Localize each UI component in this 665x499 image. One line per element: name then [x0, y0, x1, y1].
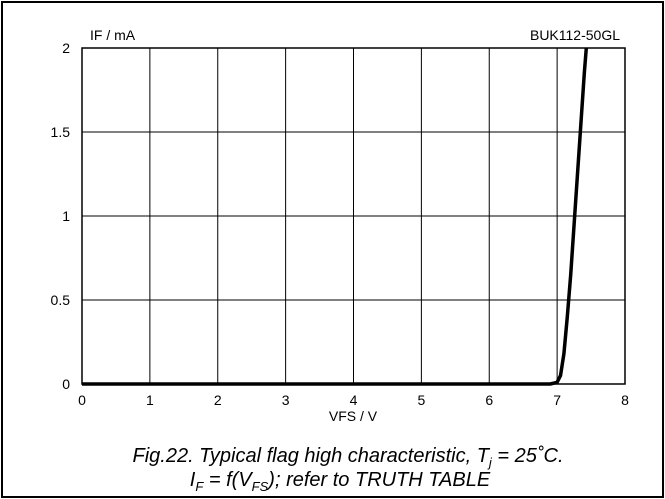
- x-tick-label: 1: [146, 392, 154, 408]
- y-tick-label: 1.5: [51, 124, 71, 140]
- x-tick-label: 2: [214, 392, 222, 408]
- y-axis-label: IF / mA: [90, 27, 136, 43]
- figure-caption-line2: IF = f(VFS); refer to TRUTH TABLE: [190, 469, 491, 494]
- x-tick-label: 0: [78, 392, 86, 408]
- x-tick-label: 5: [417, 392, 425, 408]
- x-tick-label: 6: [485, 392, 493, 408]
- y-tick-label: 0.5: [51, 292, 71, 308]
- y-tick-label: 1: [62, 208, 70, 224]
- x-axis-ticks: 0 1 2 3 4 5 6 7 8: [78, 392, 629, 408]
- y-tick-label: 2: [62, 40, 70, 56]
- x-tick-label: 7: [553, 392, 561, 408]
- y-tick-label: 0: [62, 376, 70, 392]
- x-tick-label: 8: [621, 392, 629, 408]
- device-tag: BUK112-50GL: [530, 27, 620, 43]
- chart-grid: [82, 48, 625, 384]
- y-axis-ticks: 0 0.5 1 1.5 2: [51, 40, 71, 392]
- series-line: [82, 47, 589, 386]
- x-tick-label: 4: [350, 392, 358, 408]
- x-tick-label: 3: [282, 392, 290, 408]
- figure-caption-line1: Fig.22. Typical flag high characteristic…: [132, 445, 563, 470]
- x-axis-label: VFS / V: [329, 408, 378, 424]
